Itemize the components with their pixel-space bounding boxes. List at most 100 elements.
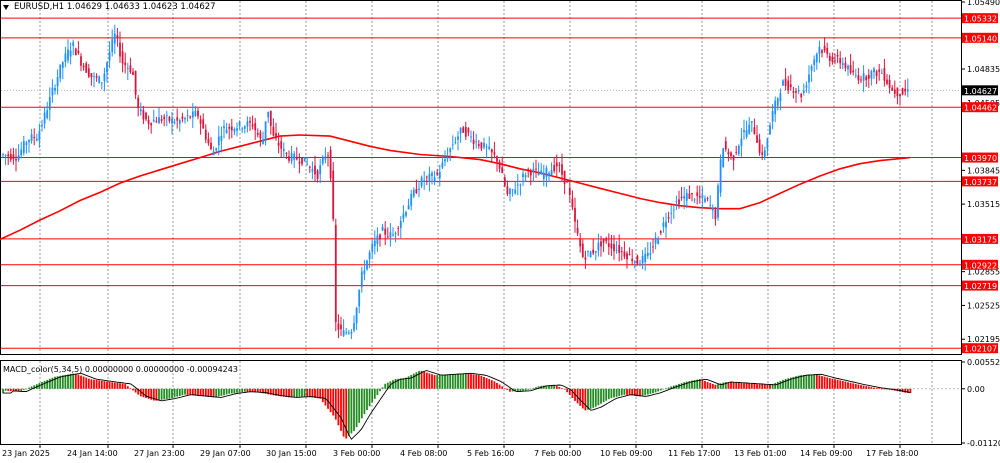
macd-bar [394, 379, 397, 389]
candle-body [366, 260, 368, 270]
candle-body [142, 109, 145, 120]
candle-body [467, 128, 470, 133]
candle-body [207, 138, 210, 144]
macd-bar [542, 385, 545, 389]
macd-bar [581, 388, 584, 409]
current-price-badge [962, 85, 998, 96]
time-tick-label: 30 Jan 15:00 [266, 449, 317, 458]
macd-bar [428, 373, 431, 389]
macd-bar [366, 388, 368, 411]
macd-bar [277, 388, 280, 396]
macd-bar [173, 388, 176, 398]
candle-body [20, 149, 23, 156]
macd-bar [815, 374, 818, 389]
candle-body [831, 56, 834, 62]
macd-bar [98, 380, 101, 389]
macd-bar [134, 388, 137, 393]
candle-body [264, 121, 267, 141]
macd-bar [41, 382, 43, 389]
macd-bar [246, 388, 249, 392]
macd-bar [363, 388, 366, 414]
macd-bar [693, 380, 696, 389]
candle-body [815, 54, 818, 63]
candle-body [139, 109, 142, 112]
macd-bar [787, 378, 790, 389]
macd-bar [441, 374, 444, 389]
candle-body [95, 76, 98, 78]
macd-bar [561, 388, 563, 389]
candle-body [298, 161, 301, 164]
candle-body [860, 79, 862, 81]
candle-body [15, 159, 17, 161]
candle-body [535, 168, 537, 170]
candle-body [615, 249, 618, 251]
macd-bar [488, 379, 491, 389]
candle-body [25, 142, 28, 145]
candle-body [745, 129, 748, 137]
candle-body [605, 238, 608, 242]
chevron-down-icon[interactable] [3, 5, 9, 10]
candle-body [532, 168, 535, 172]
candle-body [600, 241, 602, 247]
macd-bar [818, 375, 821, 389]
candle-body [17, 155, 20, 160]
candle-body [30, 134, 33, 141]
macd-bar [301, 388, 303, 397]
macd-bar [503, 388, 506, 389]
candle-body [64, 53, 67, 62]
candle-body [327, 155, 329, 157]
macd-bar [22, 388, 25, 390]
macd-bar [314, 388, 316, 398]
candle-body [805, 85, 808, 88]
candle-body [186, 115, 189, 117]
macd-bar [137, 388, 140, 395]
candle-body [774, 100, 777, 115]
ohlc-values: 1.04629 1.04633 1.04623 1.04627 [66, 2, 216, 12]
macd-bar [797, 375, 800, 389]
macd-bar [449, 374, 452, 389]
macd-bar [106, 381, 108, 389]
macd-bar [46, 379, 49, 389]
macd-bar [256, 388, 259, 393]
macd-bar [860, 385, 862, 389]
candle-body [355, 307, 358, 324]
candle-body [537, 173, 540, 176]
macd-bar [875, 388, 878, 389]
macd-bar [470, 374, 472, 389]
macd-bar [743, 383, 745, 389]
candle-body [623, 251, 626, 257]
macd-bar [254, 388, 257, 393]
macd-bar [420, 370, 423, 389]
candle-body [251, 124, 254, 127]
macd-bar [210, 388, 212, 398]
macd-bar [779, 380, 782, 389]
macd-bar [628, 388, 631, 396]
candle-body [784, 78, 787, 86]
candle-body [524, 175, 527, 177]
candle-body [680, 197, 683, 198]
macd-bar [464, 373, 467, 389]
macd-bar [103, 381, 106, 389]
macd-bar [345, 388, 348, 439]
candle-body [43, 112, 46, 124]
candle-body [828, 55, 831, 61]
macd-bar [644, 388, 647, 396]
candle-body [756, 135, 758, 143]
level-badge [962, 343, 998, 354]
macd-bar [108, 381, 111, 389]
candle-body [899, 94, 901, 97]
macd-bar [826, 377, 829, 389]
candle-body [901, 88, 904, 95]
candle-body [444, 159, 446, 162]
candle-body [865, 76, 868, 81]
candle-body [431, 172, 433, 176]
macd-bar [113, 382, 116, 389]
candle-body [67, 49, 69, 61]
macd-bar [620, 388, 623, 396]
macd-bar [72, 373, 75, 389]
candle-body [350, 332, 353, 334]
macd-bar [862, 385, 865, 389]
candle-body [381, 226, 384, 231]
